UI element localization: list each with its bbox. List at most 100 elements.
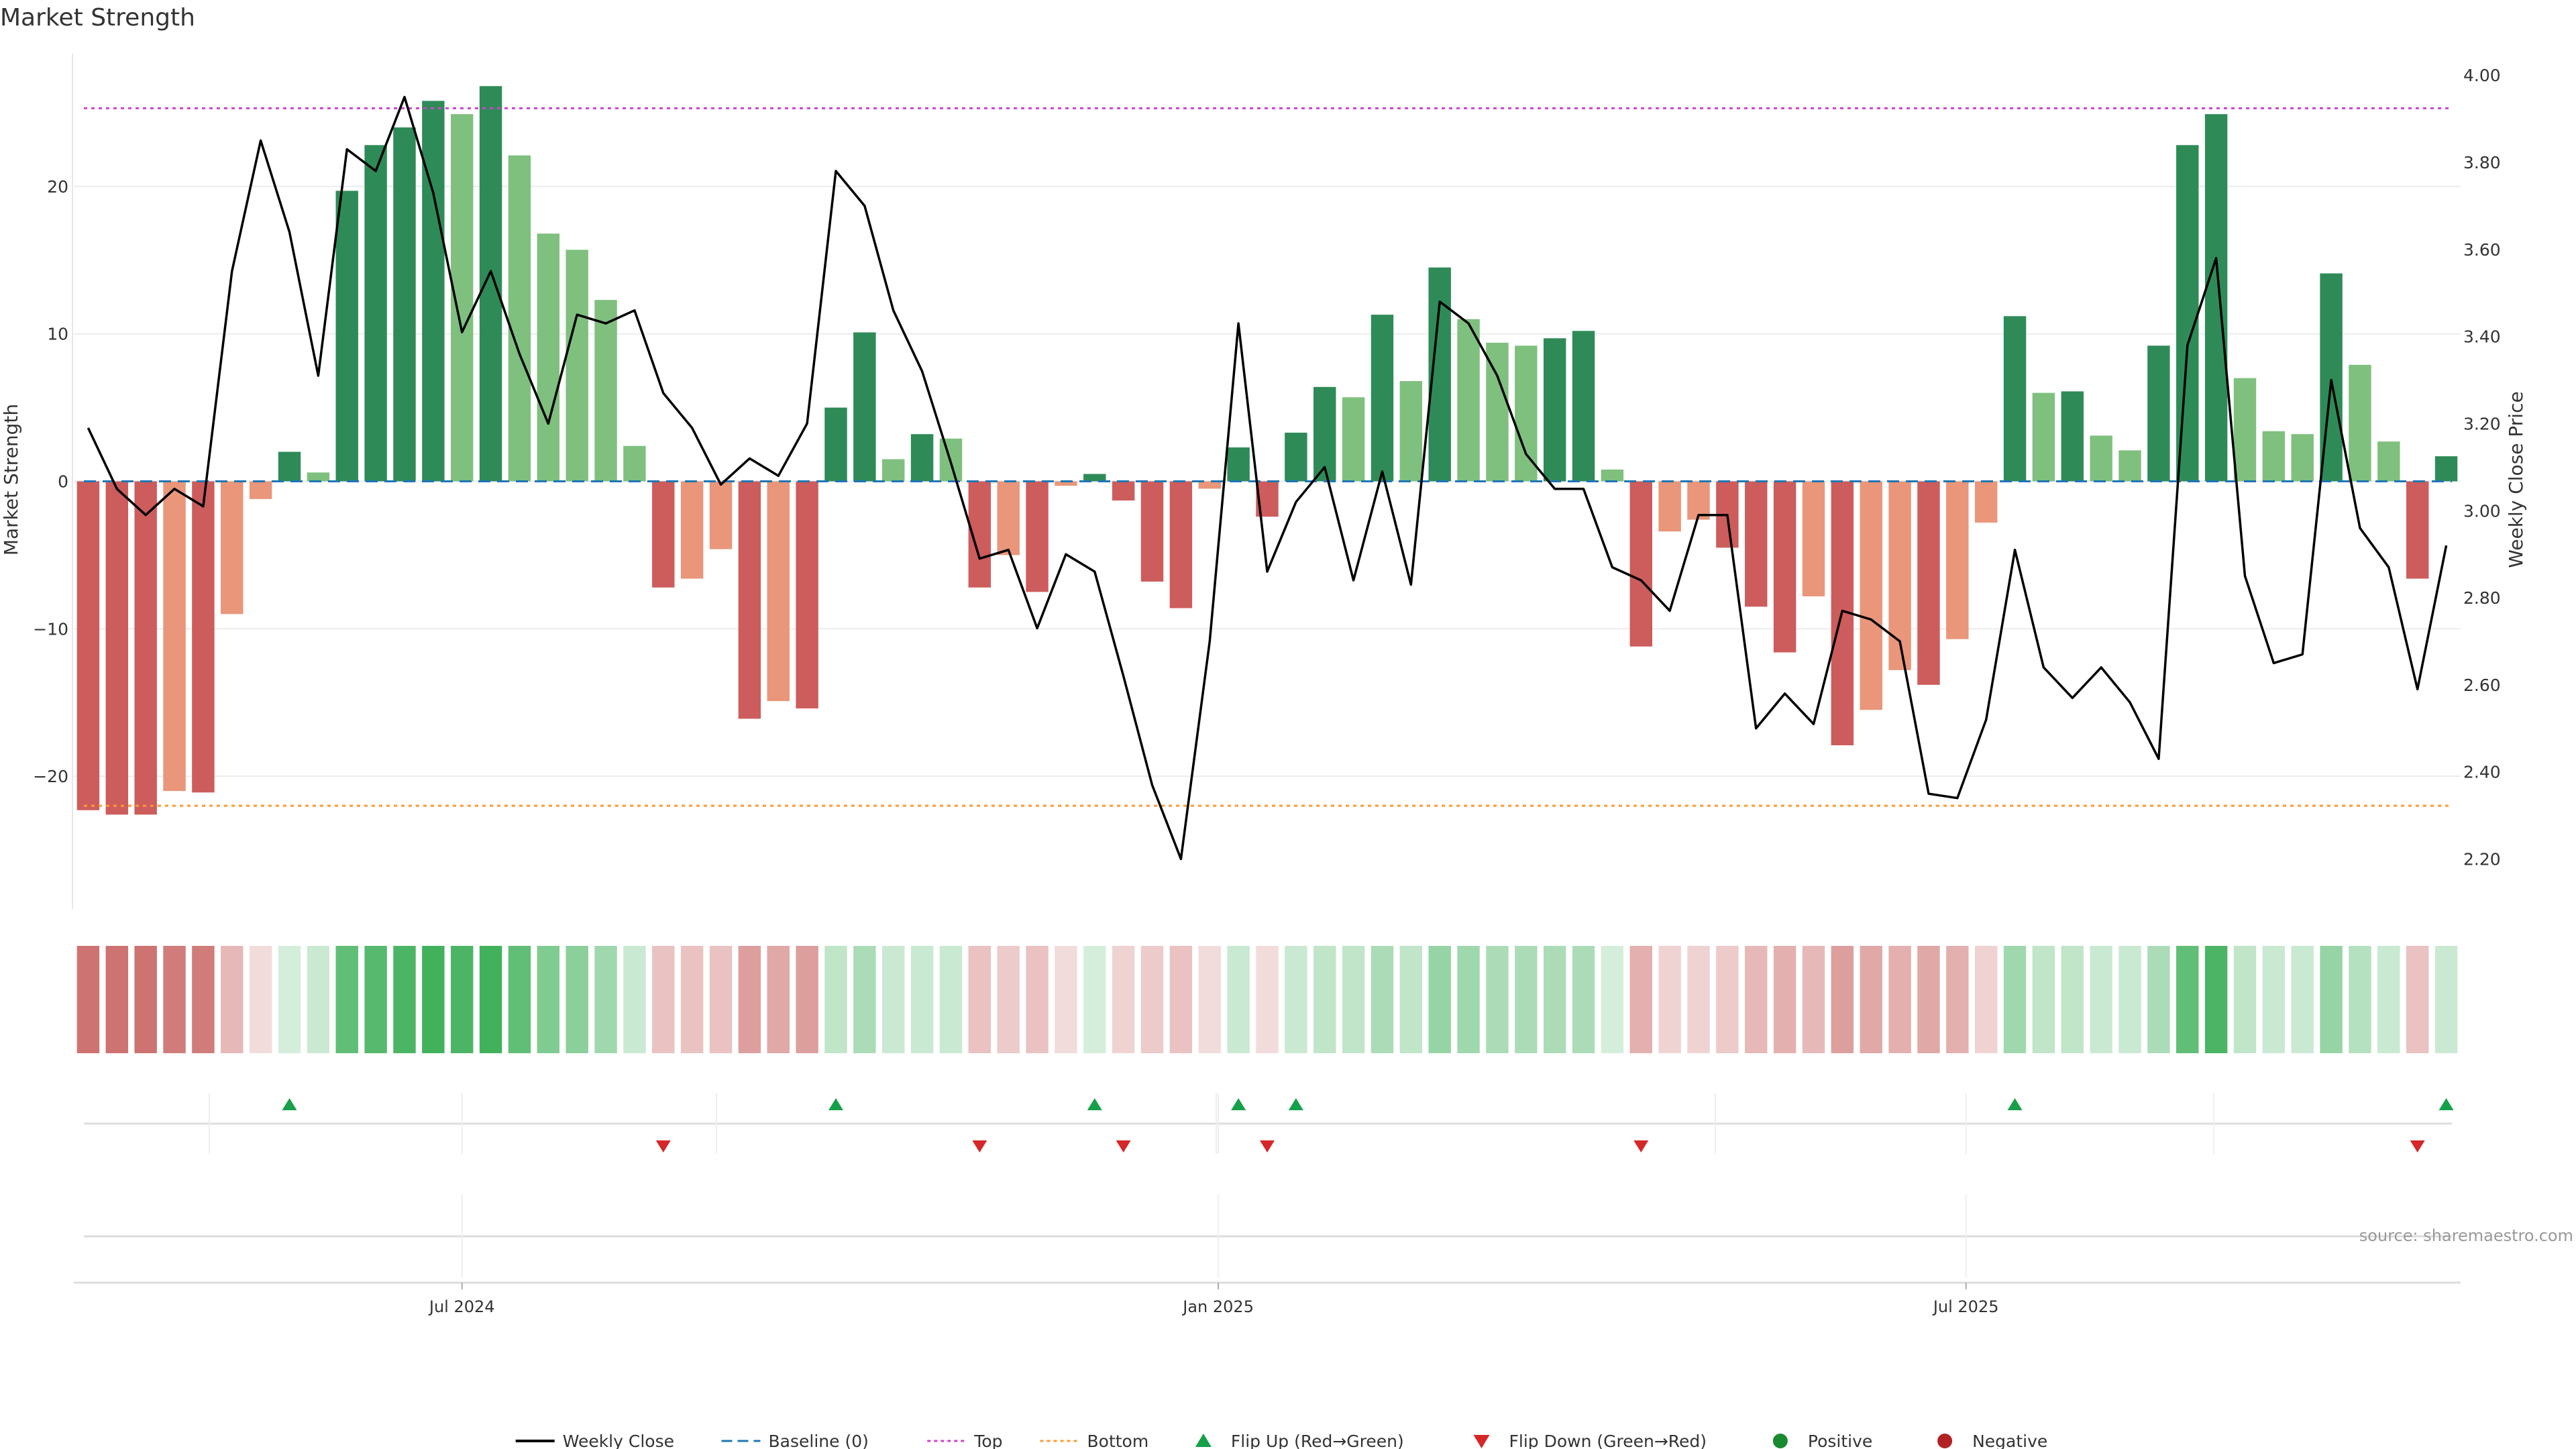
- strength-bar: [1515, 345, 1538, 482]
- strength-bar: [2377, 441, 2400, 482]
- strength-bar: [1802, 481, 1825, 596]
- legend-label: Weekly Close: [563, 1432, 674, 1449]
- strength-bar: [508, 155, 531, 482]
- strength-bar: [1946, 481, 1969, 639]
- heat-cell: [796, 946, 818, 1053]
- heat-cell: [968, 946, 991, 1053]
- strength-bar: [2434, 456, 2458, 482]
- heat-cell: [450, 946, 474, 1053]
- strength-bar: [105, 481, 129, 815]
- heat-cell: [335, 946, 358, 1053]
- strength-bar: [623, 445, 646, 482]
- strength-bar: [853, 332, 876, 482]
- strength-bar: [2349, 364, 2371, 482]
- strength-bar: [796, 481, 818, 709]
- strength-bar: [1399, 381, 1423, 482]
- legend-label: Negative: [1972, 1432, 2047, 1449]
- y-axis-label-left: Market Strength: [0, 404, 22, 555]
- strength-bar: [2204, 114, 2228, 482]
- heat-cell: [278, 946, 301, 1053]
- strength-bar: [1745, 481, 1768, 607]
- heat-cell: [134, 946, 157, 1053]
- y2-tick-label: 2.40: [2463, 763, 2501, 782]
- heat-cell: [2090, 946, 2112, 1053]
- strength-bar: [2291, 434, 2314, 482]
- chart-title: Market Strength: [0, 4, 195, 32]
- flip-up-marker: [282, 1098, 297, 1110]
- heat-cell: [2176, 946, 2199, 1053]
- strength-bar: [163, 481, 186, 792]
- legend-label: Positive: [1808, 1432, 1872, 1449]
- strength-bar: [2061, 391, 2084, 482]
- y-tick-label: −10: [33, 619, 68, 639]
- flip-up-marker: [1231, 1098, 1246, 1110]
- heat-cell: [2061, 946, 2084, 1053]
- heat-cell: [2032, 946, 2055, 1053]
- heat-cell: [1773, 946, 1796, 1053]
- flip-up-marker: [2007, 1098, 2023, 1110]
- heat-cell: [2320, 946, 2343, 1053]
- heat-cell: [192, 946, 215, 1053]
- heat-cell: [1917, 946, 1940, 1053]
- heat-cell: [680, 946, 704, 1053]
- legend-swatch-triangle-up: [1195, 1434, 1212, 1447]
- legend: Weekly Close Baseline (0) Top Bottom Flip Up…: [515, 1432, 2047, 1449]
- strength-bar: [537, 233, 560, 482]
- heat-cell: [997, 946, 1020, 1053]
- strength-bar: [882, 459, 905, 482]
- y2-tick-label: 3.60: [2463, 240, 2501, 260]
- legend-swatch-triangle-down: [1473, 1435, 1490, 1448]
- x-tick-label: Jan 2025: [1181, 1297, 1254, 1316]
- y2-tick-label: 4.00: [2463, 66, 2501, 85]
- heat-cell: [1285, 946, 1307, 1053]
- strength-bar: [680, 481, 704, 579]
- strength-bar: [2090, 435, 2112, 482]
- y2-tick-label: 2.80: [2463, 588, 2501, 608]
- heat-cell: [1428, 946, 1451, 1053]
- y2-tick-label: 3.00: [2463, 501, 2501, 521]
- strength-bar: [1486, 342, 1509, 482]
- legend-item: Negative: [1937, 1432, 2047, 1449]
- y2-tick-label: 3.80: [2463, 153, 2501, 172]
- heat-cell: [824, 946, 847, 1053]
- heat-cell: [2434, 946, 2458, 1053]
- strength-bar: [307, 472, 330, 482]
- strength-bar: [2032, 392, 2055, 482]
- heat-cell: [1486, 946, 1509, 1053]
- strength-bar: [1026, 481, 1049, 592]
- heat-cell: [1313, 946, 1336, 1053]
- heat-cell: [1658, 946, 1681, 1053]
- strength-bar: [1658, 481, 1681, 532]
- strength-bar: [2262, 431, 2286, 482]
- heat-cell: [1572, 946, 1595, 1053]
- strength-bar: [1285, 432, 1307, 482]
- strength-bar: [767, 481, 790, 702]
- strength-bar: [76, 481, 100, 810]
- weekly-close-series: [87, 95, 2448, 861]
- y-axis-label-right: Weekly Close Price: [2505, 391, 2527, 568]
- flip-down-marker: [655, 1140, 671, 1152]
- heat-cell: [537, 946, 560, 1053]
- strength-bar: [1543, 338, 1566, 482]
- legend-label: Bottom: [1087, 1432, 1149, 1449]
- heat-cell: [2406, 946, 2429, 1053]
- strength-bar: [652, 481, 675, 588]
- heat-cell: [2003, 946, 2027, 1053]
- y2-tick-label: 3.40: [2463, 327, 2501, 347]
- y2-tick-label: 3.20: [2463, 414, 2501, 433]
- strength-bar: [1773, 481, 1796, 653]
- strength-bar: [1140, 481, 1164, 582]
- heat-cell: [364, 946, 387, 1053]
- heat-cell: [1227, 946, 1250, 1053]
- heat-cell: [1256, 946, 1279, 1053]
- heat-cell: [221, 946, 244, 1053]
- heat-cell: [1169, 946, 1193, 1053]
- y-tick-label: 0: [58, 472, 68, 492]
- heat-cell: [2349, 946, 2371, 1053]
- heat-cell: [1543, 946, 1566, 1053]
- heat-cell: [422, 946, 445, 1053]
- flip-down-marker: [2410, 1140, 2425, 1152]
- y2-tick-label: 2.20: [2463, 850, 2501, 869]
- strength-bar: [1457, 319, 1480, 482]
